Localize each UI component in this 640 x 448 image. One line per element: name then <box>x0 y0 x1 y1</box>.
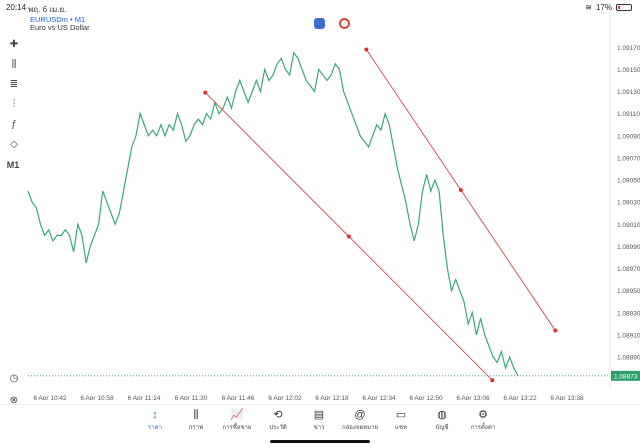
time-tick-label: 6 Apr 11:30 <box>175 395 208 400</box>
crosshair-icon[interactable]: ✚ <box>9 39 19 50</box>
status-time: 20:14 <box>6 3 27 12</box>
price-tick-label: 1.08970 <box>617 266 640 273</box>
indicators-icon[interactable]: ⫼ <box>11 59 17 70</box>
price-tick-label: 1.08990 <box>617 244 640 251</box>
wifi-icon: ≋ <box>585 3 592 12</box>
time-tick-label: 6 Apr 12:02 <box>268 395 302 400</box>
channel-lower-handle-mid <box>346 234 351 239</box>
time-tick-label: 6 Apr 13:06 <box>456 395 490 400</box>
function-icon[interactable]: ƒ <box>11 119 17 130</box>
current-price-tag <box>611 370 640 381</box>
nav-label: กราฟ <box>188 425 204 431</box>
history-clock-icon[interactable]: ◷ <box>9 373 19 384</box>
price-line <box>27 51 519 377</box>
current-price-label: 1.08873 <box>614 373 638 380</box>
channel-lower-handle-end <box>490 378 495 383</box>
nav-item-7[interactable]: ◍ บัญชี <box>422 408 462 432</box>
symbol-label[interactable]: EURUSDm • M1 <box>30 15 86 24</box>
price-tick-label: 1.09050 <box>617 178 640 185</box>
price-tick-label: 1.09010 <box>617 222 640 229</box>
channel-lower-handle-start <box>203 90 208 95</box>
price-tick-label: 1.08910 <box>617 332 640 339</box>
chart-type-icon[interactable]: ≣ <box>9 79 19 90</box>
nav-icon: ⟲ <box>273 409 283 421</box>
nav-item-1[interactable]: ⫼ กราฟ <box>176 408 216 432</box>
chart-top-icons <box>314 18 350 29</box>
nav-item-8[interactable]: ⚙ การตั้งค่า <box>463 408 503 432</box>
channel-upper-handle-end <box>553 328 558 333</box>
time-tick-label: 6 Apr 13:22 <box>503 395 537 400</box>
nav-item-0[interactable]: ↕ ราคา <box>135 408 175 432</box>
price-chart[interactable]: 1.09170 1.09150 1.09130 1.09110 1.09090 1.090… <box>0 0 640 400</box>
nav-item-4[interactable]: ▤ ข่าว <box>299 408 339 432</box>
price-tick-label: 1.09170 <box>617 45 640 52</box>
symbol-description: Euro vs US Dollar <box>30 23 90 32</box>
nav-label: การซื้อขาย <box>222 425 252 431</box>
time-tick-label: 6 Apr 13:38 <box>550 395 584 400</box>
nav-item-6[interactable]: ▭ แชท <box>381 408 421 432</box>
nav-item-5[interactable]: @ กล่องจดหมาย <box>340 408 380 432</box>
nav-icon: ▭ <box>395 409 407 421</box>
price-tick-label: 1.08930 <box>617 310 640 317</box>
nav-icon: ◍ <box>437 409 447 421</box>
nav-icon: ↕ <box>152 409 158 421</box>
broker-logo-icon[interactable]: ⊗ <box>9 395 19 406</box>
status-date: พฤ. 6 เม.ย. <box>28 5 67 14</box>
status-bar: 20:14 พฤ. 6 เม.ย. ≋ 17% <box>0 0 640 14</box>
home-indicator <box>270 440 370 443</box>
channel-upper-handle-mid <box>458 187 463 192</box>
objects-icon[interactable]: ◇ <box>10 139 18 150</box>
nav-label: ราคา <box>148 425 162 431</box>
nav-label: บัญชี <box>435 425 449 431</box>
time-tick-label: 6 Apr 10:58 <box>80 395 114 400</box>
nav-icon: ⚙ <box>478 409 488 421</box>
nav-icon: ▤ <box>313 409 325 421</box>
time-tick-label: 6 Apr 12:50 <box>409 395 443 400</box>
time-tick-label: 6 Apr 12:34 <box>362 395 396 400</box>
price-tick-label: 1.08950 <box>617 288 640 295</box>
one-click-icon[interactable] <box>339 18 350 29</box>
price-tick-label: 1.08890 <box>617 355 640 362</box>
nav-label: ประวัติ <box>269 425 287 431</box>
nav-label: กล่องจดหมาย <box>341 425 379 431</box>
nav-label: แชท <box>395 425 407 431</box>
time-tick-label: 6 Apr 10:42 <box>33 395 67 400</box>
timeframe-button[interactable]: M1 <box>6 160 20 170</box>
nav-item-3[interactable]: ⟲ ประวัติ <box>258 408 298 432</box>
nav-icon: 📈 <box>230 409 244 421</box>
status-right: ≋ 17% <box>585 3 632 12</box>
channel-upper-handle-start <box>364 47 369 52</box>
nav-label: ข่าว <box>313 425 325 431</box>
price-tick-label: 1.09110 <box>617 111 640 118</box>
nav-icon: ⫼ <box>193 409 199 421</box>
time-tick-label: 6 Apr 11:46 <box>222 395 255 400</box>
price-tick-label: 1.09030 <box>617 200 640 207</box>
price-tick-label: 1.09150 <box>617 67 640 74</box>
time-tick-label: 6 Apr 11:14 <box>128 395 161 400</box>
bottom-navigation: ↕ ราคา ⫼ กราฟ 📈 การซื้อขาย ⟲ ประวัติ ▤ ข่าว @ กล่อง… <box>0 404 640 448</box>
battery-icon <box>616 4 632 11</box>
trade-toggle-icon[interactable] <box>314 18 325 29</box>
price-tick-label: 1.09130 <box>617 89 640 96</box>
nav-icon: @ <box>354 409 366 421</box>
settings-sliders-icon[interactable]: ⫶ <box>12 99 16 110</box>
nav-item-2[interactable]: 📈 การซื้อขาย <box>217 408 257 432</box>
price-tick-label: 1.09070 <box>617 155 640 162</box>
price-tick-label: 1.09090 <box>617 133 640 140</box>
battery-percent: 17% <box>595 3 612 12</box>
time-tick-label: 6 Apr 12:18 <box>315 395 349 400</box>
nav-label: การตั้งค่า <box>470 425 496 431</box>
